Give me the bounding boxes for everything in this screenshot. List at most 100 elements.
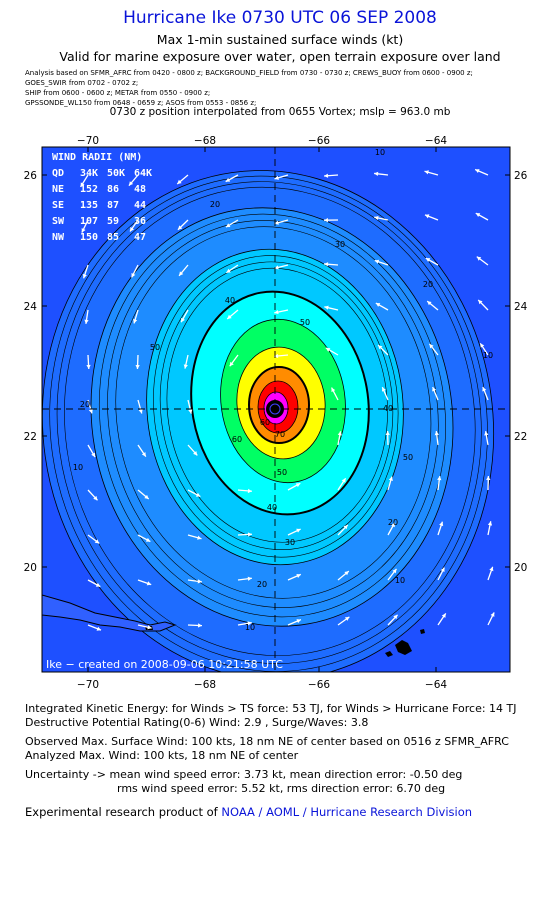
contour-label: 20 [423,280,433,289]
top-tick-label: −64 [425,135,447,147]
wind-vector-head [247,532,252,537]
wind-vector-head [441,613,446,618]
contour-label: 20 [80,400,90,409]
wind-vector-head [392,568,397,574]
wind-vector-head [147,625,152,630]
wind-vector-head [325,347,331,352]
wind-radii-cell: 44 [134,200,146,211]
island-coast-east [395,640,412,655]
wind-vector-head [274,265,279,270]
wind-radii-cell: NE [52,184,64,195]
wind-vector-head [482,386,487,392]
left-tick-label: 26 [24,170,38,182]
wind-vector-head [374,215,379,221]
wind-vector-head [82,273,87,279]
isotach-contour [159,261,394,551]
wind-vector-head [91,452,96,458]
wind-vector-head [487,521,493,526]
wind-vector-head [177,225,183,230]
observed-max-wind: Observed Max. Surface Wind: 100 kts, 18 … [25,735,509,748]
contour-label: 10 [483,351,493,360]
isotach-contour [220,318,346,484]
wind-vector-head [478,299,483,305]
wind-vector-head [476,256,482,261]
map-credit: Ike − created on 2008-09-06 10:21:58 UTC [46,658,283,671]
wind-vector-head [432,387,437,392]
wind-vector-head [197,535,202,540]
wind-vector-head [193,451,198,456]
wind-vector-head [146,581,152,586]
uncertainty-mean: Uncertainty -> mean wind speed error: 3.… [25,768,463,781]
wind-radii-cell: 47 [134,232,146,243]
wind-vector-head [94,539,100,544]
wind-vector-head [385,431,390,436]
page-title: Hurricane Ike 0730 UTC 06 SEP 2008 [123,8,437,28]
wind-vector-head [296,528,301,533]
wind-vector-head [296,573,301,578]
contour-label: 10 [245,623,255,632]
wind-vector-head [424,214,430,219]
wind-vector-head [341,478,346,483]
island-small-1 [385,651,393,657]
isotach-contour [236,346,326,460]
contour-label: 60 [260,418,270,427]
bottom-tick-label: −70 [77,679,99,691]
wind-vector-head [439,521,444,527]
wind-radii-header-cell: 64K [134,168,152,179]
top-tick-label: −70 [77,135,99,147]
wind-vector-head [480,343,485,348]
wind-vector-head [429,343,434,349]
wind-radii-header-cell: 50K [107,168,125,179]
bottom-tick-label: −68 [194,679,216,691]
wind-vector-head [188,409,193,414]
wind-vector-head [374,259,380,264]
wind-vector-head [440,567,445,573]
contour-label: 50 [403,453,413,462]
isotach-contour [263,391,289,425]
wind-vector-head [88,409,93,414]
wind-vector-head [484,431,489,436]
wind-vector-head [84,319,89,324]
wind-radii-cell: 152 [80,184,98,195]
wind-vector-head [181,317,185,323]
product-credit: Experimental research product of NOAA / … [25,805,472,819]
wind-radii-cell: 85 [107,232,119,243]
wind-vector-head [374,171,379,177]
contour-label: 20 [257,580,267,589]
axis-ticks [42,147,510,672]
wind-vector-head [388,476,393,481]
wind-radii-cell: SE [52,200,64,211]
wind-vector-head [296,619,301,624]
wind-field: 10 20 30 40 10 20 30 40 50 50 20 10 50 20 10 10 20 40 60 70… [42,147,510,672]
wind-vector-head [381,387,386,392]
top-tick-label: −66 [308,135,330,147]
ike-energy: Integrated Kinetic Energy: for Winds > T… [25,702,517,715]
wind-vector-head [437,476,442,481]
wind-vector-head [475,169,480,174]
contour-label: 50 [150,343,160,352]
isotach-contour [257,380,299,434]
wind-vector-head [95,582,101,587]
isotach-contour [90,207,454,627]
wind-vector-head [128,181,134,186]
wind-vector-head [177,179,182,184]
wind-vector-head [344,616,350,621]
wind-vector-head [344,571,349,576]
wind-vector-head [378,345,383,350]
left-tick-label: 24 [24,301,38,313]
hrd-link[interactable]: NOAA / AOML / Hurricane Research Divisio… [221,805,473,819]
wind-vector-head [225,223,231,228]
left-tick-label: 22 [24,431,37,443]
wind-vector-head [247,621,252,626]
wind-vector-head [141,452,146,457]
wind-vector-head [324,262,329,267]
isotach-contour [146,248,404,566]
wind-vector-head [183,364,188,369]
wind-radii-cell: 135 [80,200,98,211]
source-line-3: SHIP from 0600 - 0600 z; METAR from 0550… [25,89,211,97]
contour-label: 40 [267,503,277,512]
wind-vector-head [489,566,494,572]
destructive-potential: Destructive Potential Rating(0-6) Wind: … [25,716,369,729]
wind-vector-head [427,301,432,306]
wind-vector-head [324,217,328,223]
